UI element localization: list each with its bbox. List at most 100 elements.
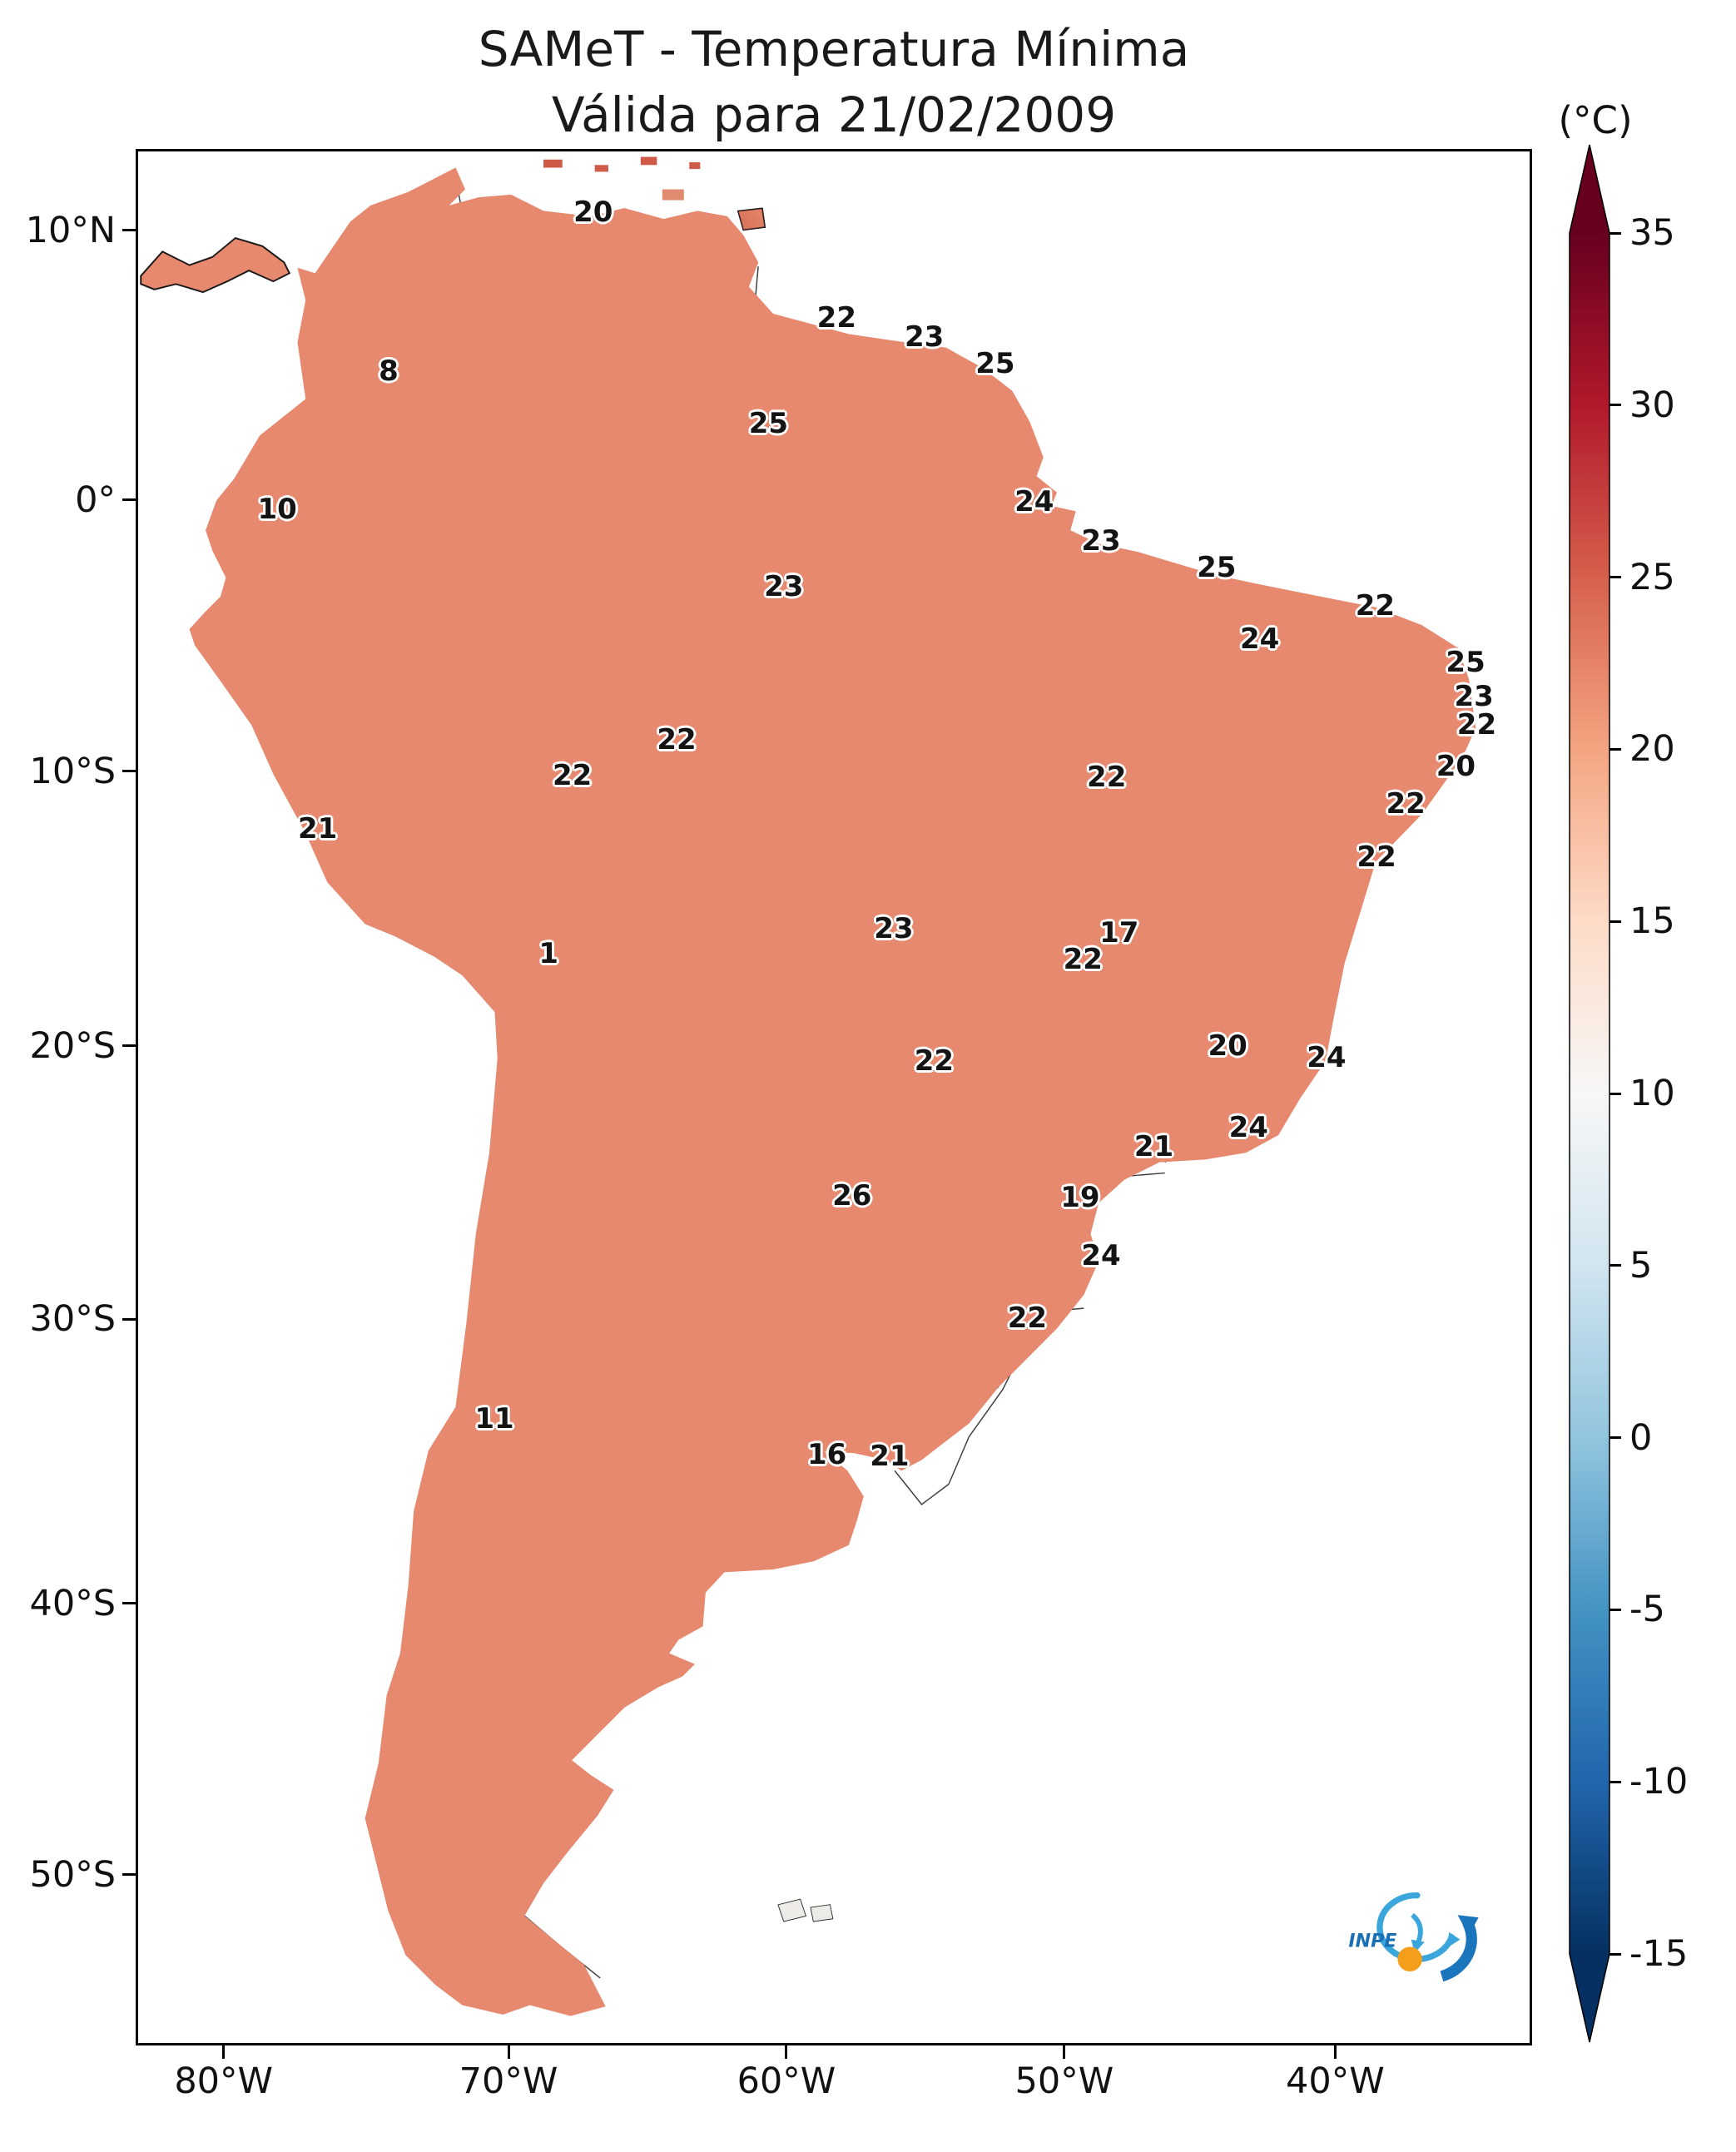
map-area: INPE 20 22 23 25 8 25 24 10 23 25 23 22 24 25 23 22 22 20… <box>138 151 1530 2043</box>
inpe-orange-dot-icon <box>1397 1946 1422 1971</box>
temp-label: 24 <box>1081 1239 1121 1273</box>
temp-label: 19 <box>1060 1180 1100 1214</box>
temp-label: 20 <box>1208 1029 1247 1064</box>
temp-label: 24 <box>1014 484 1054 518</box>
colorbar-tick-label: -10 <box>1629 1761 1689 1803</box>
temp-label: 22 <box>1063 942 1103 976</box>
temp-label: 22 <box>816 301 857 335</box>
temp-label: 23 <box>1454 679 1494 713</box>
temp-label: 17 <box>1099 915 1139 950</box>
lat-tick-label: 40°S <box>29 1582 116 1624</box>
temp-label: 21 <box>870 1440 910 1474</box>
colorbar-tick-label: 35 <box>1629 212 1675 254</box>
colorbar-tick-mark <box>1610 1092 1621 1095</box>
temp-label: 22 <box>657 722 697 756</box>
temp-label: 22 <box>914 1044 955 1078</box>
lon-tick-label: 50°W <box>1014 2060 1114 2102</box>
colorbar-tick-mark <box>1610 1952 1621 1956</box>
colorbar-tick-label: -5 <box>1629 1589 1665 1631</box>
temp-label: 23 <box>764 569 804 603</box>
colorbar-tick-mark <box>1610 1264 1621 1267</box>
lat-tick-label: 50°S <box>29 1853 116 1896</box>
temp-label: 24 <box>1307 1040 1347 1074</box>
temp-label: 20 <box>1436 749 1476 783</box>
colorbar-tick-mark <box>1610 1436 1621 1440</box>
colorbar-tick-mark <box>1610 576 1621 579</box>
lat-tick-label: 30°S <box>29 1298 116 1341</box>
temp-label: 22 <box>1386 787 1426 821</box>
colorbar-tick-label: 25 <box>1629 556 1675 598</box>
colorbar-tick-label: -15 <box>1629 1933 1689 1975</box>
temp-label: 22 <box>1357 840 1396 874</box>
colorbar-tick-label: 15 <box>1629 900 1675 943</box>
temp-label: 21 <box>1133 1129 1174 1163</box>
temp-label: 25 <box>1197 551 1237 585</box>
temp-label: 23 <box>1081 524 1121 558</box>
inpe-logo: INPE <box>1340 1878 1490 1995</box>
south-america-map <box>140 156 1477 2017</box>
colorbar-tick-mark <box>1610 1780 1621 1783</box>
lat-tick-mark <box>122 498 136 502</box>
lon-tick-label: 40°W <box>1286 2060 1385 2102</box>
lon-tick-mark <box>222 2045 226 2059</box>
lat-tick-label: 0° <box>75 478 116 521</box>
temp-label: 11 <box>474 1401 514 1435</box>
lat-tick-mark <box>122 1602 136 1605</box>
lon-tick-mark <box>507 2045 510 2059</box>
colorbar-tick-label: 5 <box>1629 1244 1653 1287</box>
lat-tick-label: 20°S <box>29 1024 116 1067</box>
temp-label: 1 <box>538 936 559 970</box>
temp-label: 16 <box>806 1438 847 1472</box>
temp-label: 20 <box>573 195 613 229</box>
temp-label: 23 <box>874 912 914 946</box>
colorbar-tick-mark <box>1610 920 1621 923</box>
temp-label: 10 <box>257 492 297 526</box>
colorbar-tick-mark <box>1610 404 1621 407</box>
temp-label: 24 <box>1239 622 1280 657</box>
temp-label: 22 <box>552 759 593 793</box>
colorbar-tick-mark <box>1610 747 1621 751</box>
lon-tick-mark <box>785 2045 788 2059</box>
temp-label: 26 <box>832 1178 872 1212</box>
lat-tick-mark <box>122 1044 136 1048</box>
temp-label: 24 <box>1228 1110 1268 1144</box>
temp-label: 22 <box>1087 761 1127 795</box>
temp-label: 21 <box>298 811 338 845</box>
inpe-swirl-icon <box>1376 1892 1455 1962</box>
lat-tick-label: 10°N <box>25 209 116 251</box>
title-line-1: SAMeT - Temperatura Mínima <box>478 21 1190 77</box>
lon-tick-label: 70°W <box>459 2060 558 2102</box>
temp-label: 8 <box>379 354 399 388</box>
lon-tick-label: 80°W <box>174 2060 274 2102</box>
figure-title: SAMeT - Temperatura Mínima Válida para 2… <box>136 17 1532 148</box>
lat-tick-mark <box>122 1317 136 1321</box>
lat-tick-label: 10°S <box>29 750 116 792</box>
colorbar-tick-label: 20 <box>1629 728 1675 771</box>
colorbar-unit-label: (°C) <box>1558 98 1633 142</box>
colorbar <box>1569 144 1610 2043</box>
lon-tick-mark <box>1333 2045 1337 2059</box>
lat-tick-mark <box>122 770 136 772</box>
colorbar-tick-label: 0 <box>1629 1416 1653 1459</box>
colorbar-tick-mark <box>1610 231 1621 235</box>
temp-label: 25 <box>975 346 1015 380</box>
temp-label: 22 <box>1456 707 1497 741</box>
lon-tick-label: 60°W <box>737 2060 836 2102</box>
lat-tick-mark <box>122 1873 136 1877</box>
temp-label: 25 <box>1446 645 1486 679</box>
temp-label: 22 <box>1007 1302 1048 1336</box>
lon-tick-mark <box>1063 2045 1066 2059</box>
map-plot-box: INPE 20 22 23 25 8 25 24 10 23 25 23 22 24 25 23 22 22 20… <box>136 149 1532 2045</box>
temp-label: 23 <box>905 320 945 354</box>
colorbar-tick-label: 10 <box>1629 1073 1675 1114</box>
colorbar-gradient-bar <box>1569 144 1610 2043</box>
temp-label: 25 <box>748 407 789 441</box>
colorbar-tick-label: 30 <box>1629 384 1675 426</box>
lat-tick-mark <box>122 229 136 232</box>
caribbean-islands <box>543 156 701 201</box>
colorbar-tick-mark <box>1610 1608 1621 1611</box>
temp-label: 22 <box>1355 588 1396 622</box>
title-line-2: Válida para 21/02/2009 <box>551 86 1117 143</box>
inpe-logo-text: INPE <box>1348 1931 1396 1952</box>
